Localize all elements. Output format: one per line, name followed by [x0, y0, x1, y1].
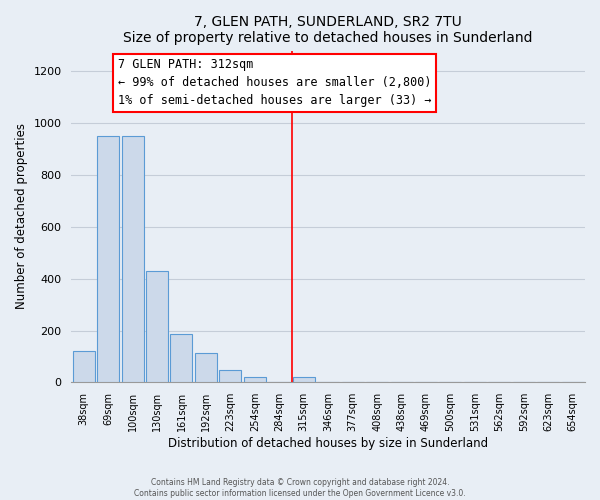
Bar: [122, 136, 143, 382]
Bar: [73, 351, 95, 382]
Text: 7 GLEN PATH: 312sqm
← 99% of detached houses are smaller (2,800)
1% of semi-deta: 7 GLEN PATH: 312sqm ← 99% of detached ho…: [118, 58, 431, 108]
Title: 7, GLEN PATH, SUNDERLAND, SR2 7TU
Size of property relative to detached houses i: 7, GLEN PATH, SUNDERLAND, SR2 7TU Size o…: [124, 15, 533, 45]
Y-axis label: Number of detached properties: Number of detached properties: [15, 124, 28, 310]
Bar: [146, 271, 168, 382]
Bar: [170, 334, 193, 382]
X-axis label: Distribution of detached houses by size in Sunderland: Distribution of detached houses by size …: [168, 437, 488, 450]
Bar: [220, 370, 241, 382]
Text: Contains HM Land Registry data © Crown copyright and database right 2024.
Contai: Contains HM Land Registry data © Crown c…: [134, 478, 466, 498]
Bar: [195, 352, 217, 382]
Bar: [97, 136, 119, 382]
Bar: [293, 377, 315, 382]
Bar: [244, 377, 266, 382]
